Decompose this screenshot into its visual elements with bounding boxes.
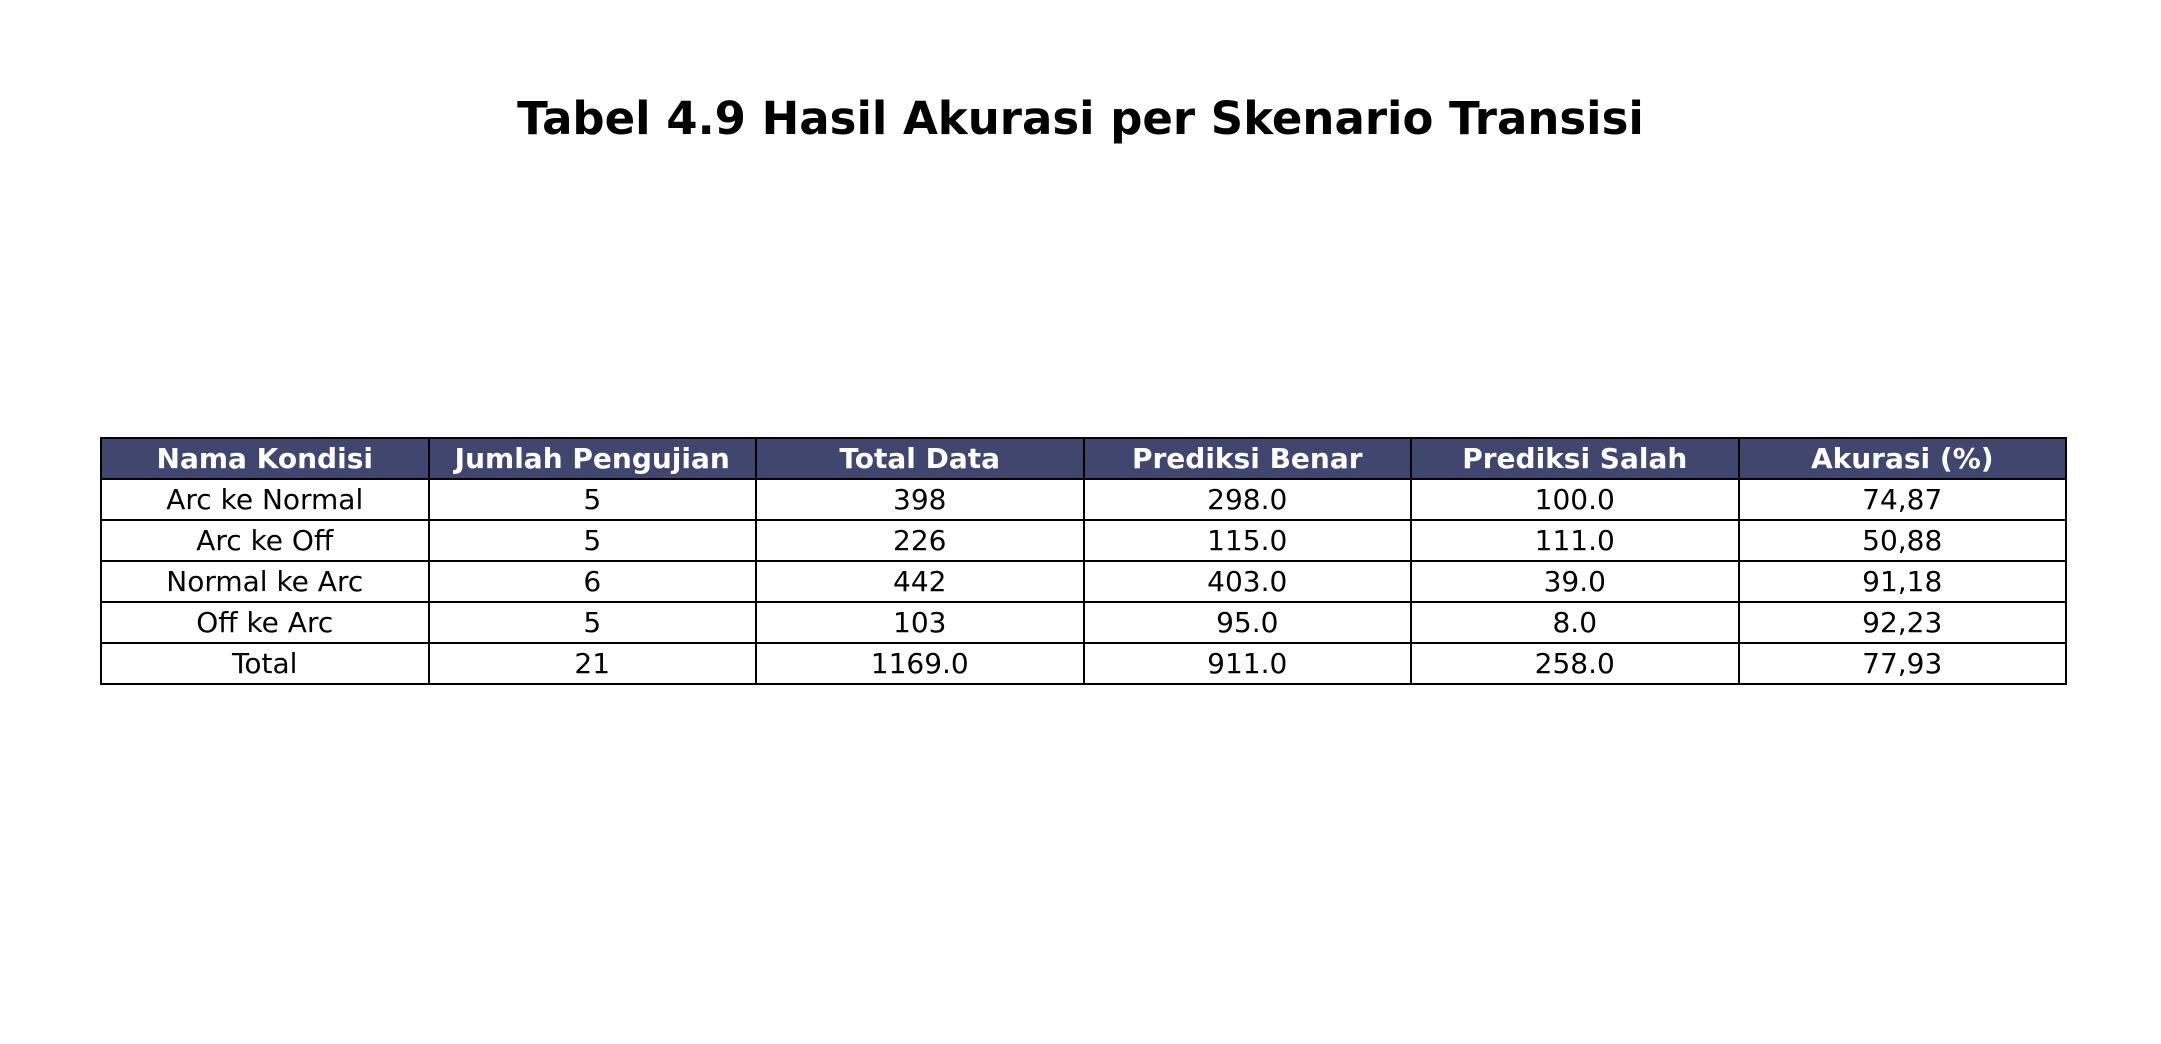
table-cell: 298.0 (1082, 478, 1412, 521)
column-header: Jumlah Pengujian (427, 437, 757, 480)
table-cell: 403.0 (1082, 560, 1412, 603)
table-cell: 100.0 (1410, 478, 1740, 521)
table-row: Total 21 1169.0 911.0 258.0 77,93 (100, 642, 2067, 685)
column-header: Prediksi Benar (1082, 437, 1412, 480)
results-table: Nama Kondisi Jumlah Pengujian Total Data… (100, 437, 2067, 685)
table-cell: 6 (427, 560, 757, 603)
table-cell: 115.0 (1082, 519, 1412, 562)
table-cell: Arc ke Normal (100, 478, 430, 521)
table-cell: 1169.0 (755, 642, 1085, 685)
table-row: Normal ke Arc 6 442 403.0 39.0 91,18 (100, 560, 2067, 603)
table-cell: Total (100, 642, 430, 685)
table-header: Nama Kondisi Jumlah Pengujian Total Data… (100, 437, 2067, 480)
table-cell: 5 (427, 478, 757, 521)
table-cell: 911.0 (1082, 642, 1412, 685)
table-cell: 74,87 (1737, 478, 2067, 521)
table-cell: 92,23 (1737, 601, 2067, 644)
table-cell: Normal ke Arc (100, 560, 430, 603)
table-cell: 111.0 (1410, 519, 1740, 562)
table-cell: 442 (755, 560, 1085, 603)
column-header: Total Data (755, 437, 1085, 480)
column-header: Nama Kondisi (100, 437, 430, 480)
table-cell: 21 (427, 642, 757, 685)
table-body: Arc ke Normal 5 398 298.0 100.0 74,87 Ar… (100, 478, 2067, 685)
table-cell: 91,18 (1737, 560, 2067, 603)
table-cell: Off ke Arc (100, 601, 430, 644)
table-cell: 226 (755, 519, 1085, 562)
table-cell: 8.0 (1410, 601, 1740, 644)
header-row: Nama Kondisi Jumlah Pengujian Total Data… (100, 437, 2067, 480)
table-cell: 77,93 (1737, 642, 2067, 685)
table-cell: 50,88 (1737, 519, 2067, 562)
table-row: Arc ke Off 5 226 115.0 111.0 50,88 (100, 519, 2067, 562)
table-cell: Arc ke Off (100, 519, 430, 562)
column-header: Akurasi (%) (1737, 437, 2067, 480)
table-cell: 39.0 (1410, 560, 1740, 603)
table-title: Tabel 4.9 Hasil Akurasi per Skenario Tra… (517, 92, 1644, 145)
table-cell: 95.0 (1082, 601, 1412, 644)
table-cell: 5 (427, 519, 757, 562)
table-row: Off ke Arc 5 103 95.0 8.0 92,23 (100, 601, 2067, 644)
table-cell: 258.0 (1410, 642, 1740, 685)
table-cell: 5 (427, 601, 757, 644)
table-row: Arc ke Normal 5 398 298.0 100.0 74,87 (100, 478, 2067, 521)
table-cell: 103 (755, 601, 1085, 644)
column-header: Prediksi Salah (1410, 437, 1740, 480)
table-cell: 398 (755, 478, 1085, 521)
